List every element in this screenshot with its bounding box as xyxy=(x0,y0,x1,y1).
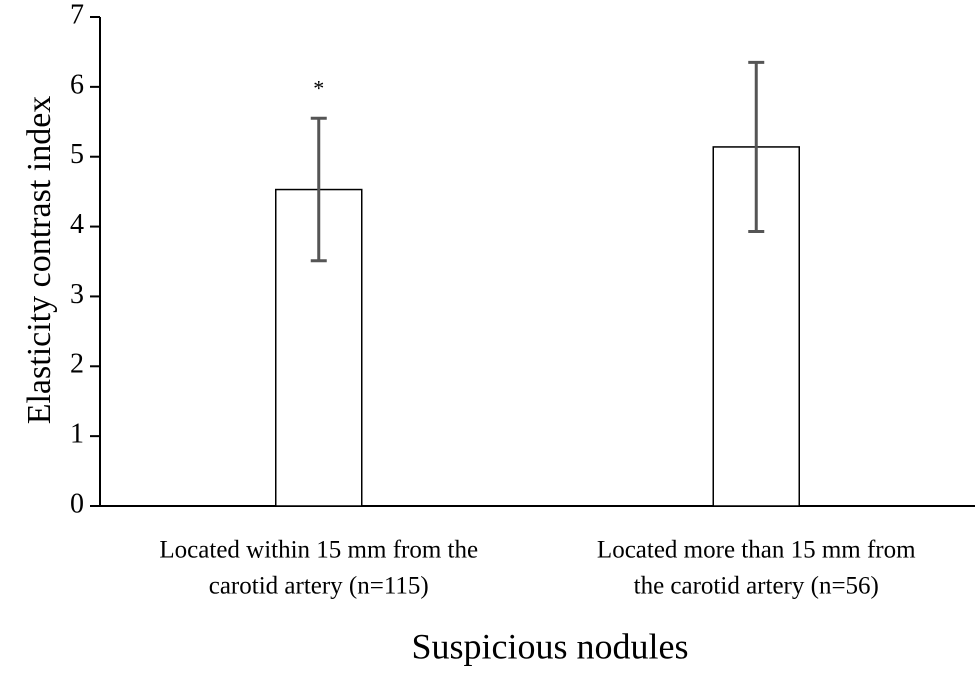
x-tick-label: Located more than 15 mm from xyxy=(597,537,916,564)
y-tick-label: 5 xyxy=(70,139,84,170)
x-axis-label: Suspicious nodules xyxy=(411,626,688,666)
y-tick-label: 7 xyxy=(70,0,84,30)
error-bar xyxy=(310,116,327,263)
y-tick-label: 0 xyxy=(70,488,84,519)
y-tick-label: 3 xyxy=(70,279,84,310)
error-bar xyxy=(748,60,765,233)
x-tick-label: Located within 15 mm from the xyxy=(159,537,478,564)
y-tick-label: 6 xyxy=(70,69,84,100)
y-axis-label: Elasticity contrast index xyxy=(21,96,58,425)
x-tick-label: the carotid artery (n=56) xyxy=(634,573,879,600)
y-tick-label: 1 xyxy=(70,419,84,450)
y-tick-label: 4 xyxy=(70,209,84,240)
x-tick-label: carotid artery (n=115) xyxy=(209,573,429,600)
annotation: * xyxy=(313,75,324,100)
y-tick-label: 2 xyxy=(70,349,84,380)
